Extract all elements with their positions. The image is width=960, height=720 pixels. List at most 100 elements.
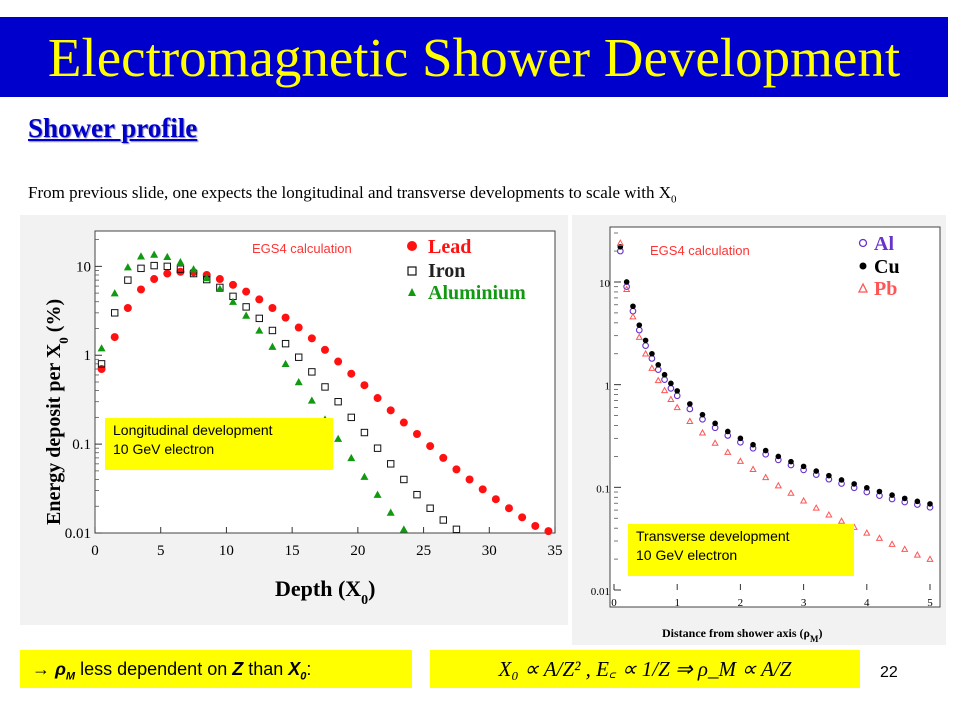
legend-marker-cu xyxy=(859,262,867,270)
data-point-cu xyxy=(851,481,857,487)
note-z: Z xyxy=(232,659,244,679)
data-point-aluminium xyxy=(215,284,224,292)
data-point-lead xyxy=(413,429,421,438)
data-point-iron xyxy=(163,262,171,271)
data-point-cu xyxy=(838,477,845,483)
right-legend: Al Cu Pb xyxy=(857,233,900,300)
left-calc-label: EGS4 calculation xyxy=(252,241,352,256)
left-xlabel-sub: 0 xyxy=(361,593,368,608)
right-xlabel: Distance from shower axis (ρM) xyxy=(662,626,822,644)
x-tick-label: 15 xyxy=(285,543,300,559)
legend-label-iron: Iron xyxy=(428,260,465,282)
y-tick-label: 10 xyxy=(76,259,91,275)
data-point-aluminium xyxy=(386,508,395,516)
data-point-pb xyxy=(787,489,795,496)
y-tick-label: 1 xyxy=(605,381,611,393)
data-point-pb xyxy=(812,504,820,511)
data-point-iron xyxy=(426,504,434,512)
data-point-cu xyxy=(914,498,921,505)
data-point-iron xyxy=(308,368,316,376)
data-point-aluminium xyxy=(268,342,277,350)
data-point-lead xyxy=(518,513,527,522)
right-xlabel-end: ) xyxy=(818,626,822,640)
data-point-pb xyxy=(698,428,707,436)
data-point-aluminium xyxy=(176,257,185,266)
data-point-pb xyxy=(774,481,782,489)
transverse-box-line1: Transverse development xyxy=(636,528,790,544)
data-point-cu xyxy=(788,458,794,465)
legend-label-lead: Lead xyxy=(428,236,471,258)
data-point-iron xyxy=(387,460,395,468)
data-point-aluminium xyxy=(97,344,106,352)
data-point-lead xyxy=(386,406,395,415)
y-tick-label: 0.01 xyxy=(65,526,91,542)
data-point-pb xyxy=(616,239,624,246)
longitudinal-box-line1: Longitudinal development xyxy=(113,422,273,438)
transverse-box-line2: 10 GeV electron xyxy=(636,547,738,563)
note-rho: ρ xyxy=(55,659,66,679)
data-point-pb xyxy=(888,540,896,547)
x-tick-label: 5 xyxy=(927,597,933,609)
data-point-cu xyxy=(687,401,693,407)
right-calc-label: EGS4 calculation xyxy=(650,243,750,258)
data-point-lead xyxy=(321,345,329,354)
data-point-iron xyxy=(295,353,303,361)
data-point-lead xyxy=(255,295,264,304)
data-point-pb xyxy=(673,403,681,411)
note-x: X xyxy=(288,659,301,679)
data-point-cu xyxy=(750,441,756,448)
note-than: than xyxy=(243,659,289,679)
slide-title: Electromagnetic Shower Development xyxy=(47,27,901,88)
data-point-aluminium xyxy=(373,490,382,498)
data-point-lead xyxy=(373,394,382,403)
legend-label-cu: Cu xyxy=(874,256,900,278)
data-point-pb xyxy=(901,545,909,552)
data-point-cu xyxy=(642,337,649,344)
data-point-iron xyxy=(334,398,342,406)
data-point-iron xyxy=(452,525,461,534)
data-point-lead xyxy=(505,504,513,513)
data-point-pb xyxy=(913,551,922,558)
data-point-aluminium xyxy=(294,378,303,386)
data-point-lead xyxy=(137,285,145,294)
data-point-iron xyxy=(439,516,447,524)
left-xlabel-end: ) xyxy=(368,576,375,601)
data-point-pb xyxy=(736,457,745,464)
legend-label-al: Al xyxy=(874,233,894,255)
data-point-pb xyxy=(799,496,808,504)
data-point-lead xyxy=(176,267,185,276)
data-point-pb xyxy=(711,439,719,446)
x-tick-label: 0 xyxy=(91,543,99,559)
data-point-aluminium xyxy=(229,297,237,305)
data-point-cu xyxy=(668,380,674,387)
data-point-pb xyxy=(648,364,656,371)
data-point-pb xyxy=(686,417,694,425)
x-tick-label: 35 xyxy=(548,543,563,559)
scaling-formula: X₀ ∝ A/Z² , E꜀ ∝ 1/Z ⇒ ρ_M ∝ A/Z xyxy=(430,650,860,688)
left-plot-frame xyxy=(94,230,556,534)
data-point-iron xyxy=(97,360,106,368)
data-point-pb xyxy=(660,386,669,394)
legend-marker-aluminium xyxy=(408,288,416,296)
note-middle: less dependent on xyxy=(75,659,233,679)
data-point-cu xyxy=(927,501,933,507)
data-point-cu xyxy=(712,420,718,427)
legend-marker-pb xyxy=(857,282,869,293)
left-ylabel-unit: (%) xyxy=(43,299,65,337)
data-point-iron xyxy=(281,339,290,348)
data-point-lead xyxy=(163,269,172,278)
data-point-cu xyxy=(630,303,636,310)
data-point-pb xyxy=(825,510,833,518)
data-point-cu xyxy=(674,388,680,394)
left-ylabel: Energy deposit per X0 (%) xyxy=(43,299,71,525)
x-tick-label: 5 xyxy=(157,543,165,559)
note-rho-sub: M xyxy=(65,670,76,683)
data-point-aluminium xyxy=(123,263,132,271)
title-bar xyxy=(0,17,948,97)
data-point-lead xyxy=(281,313,290,322)
section-heading: Shower profile xyxy=(28,113,198,143)
data-point-lead xyxy=(465,475,474,484)
transverse-info-box: Transverse development 10 GeV electron xyxy=(628,524,854,576)
data-point-aluminium xyxy=(110,289,119,297)
y-tick-label: 0.1 xyxy=(596,483,610,495)
